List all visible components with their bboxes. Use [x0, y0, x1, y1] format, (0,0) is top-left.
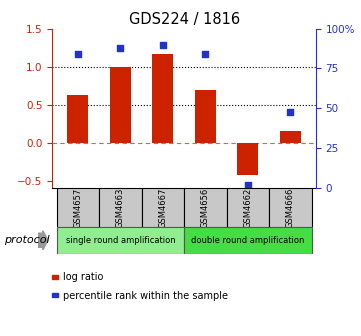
Point	[287, 109, 293, 114]
Text: GSM4662: GSM4662	[243, 187, 252, 227]
Text: GSM4667: GSM4667	[158, 187, 168, 228]
Text: protocol: protocol	[4, 235, 49, 245]
Bar	[57, 188, 99, 227]
Point	[203, 51, 208, 57]
Point	[160, 42, 166, 47]
Text: log ratio: log ratio	[63, 272, 104, 282]
Bar	[269, 188, 312, 227]
Bar	[280, 131, 301, 142]
Bar	[184, 227, 312, 254]
Point	[75, 51, 81, 57]
FancyArrow shape	[38, 231, 48, 250]
Bar	[110, 67, 131, 142]
Bar	[99, 188, 142, 227]
Text: double round amplification: double round amplification	[191, 236, 305, 245]
Point	[245, 182, 251, 187]
Bar	[237, 142, 258, 175]
Bar	[184, 188, 227, 227]
Bar	[142, 188, 184, 227]
Point	[117, 45, 123, 50]
Bar	[67, 95, 88, 142]
Bar	[57, 227, 184, 254]
Text: single round amplification: single round amplification	[66, 236, 175, 245]
Text: GSM4666: GSM4666	[286, 187, 295, 228]
Text: GSM4656: GSM4656	[201, 187, 210, 227]
Title: GDS224 / 1816: GDS224 / 1816	[129, 12, 240, 28]
Bar	[195, 90, 216, 142]
Bar	[227, 188, 269, 227]
Text: percentile rank within the sample: percentile rank within the sample	[63, 291, 228, 301]
Text: GSM4663: GSM4663	[116, 187, 125, 228]
Bar	[152, 54, 174, 142]
Text: GSM4657: GSM4657	[73, 187, 82, 227]
